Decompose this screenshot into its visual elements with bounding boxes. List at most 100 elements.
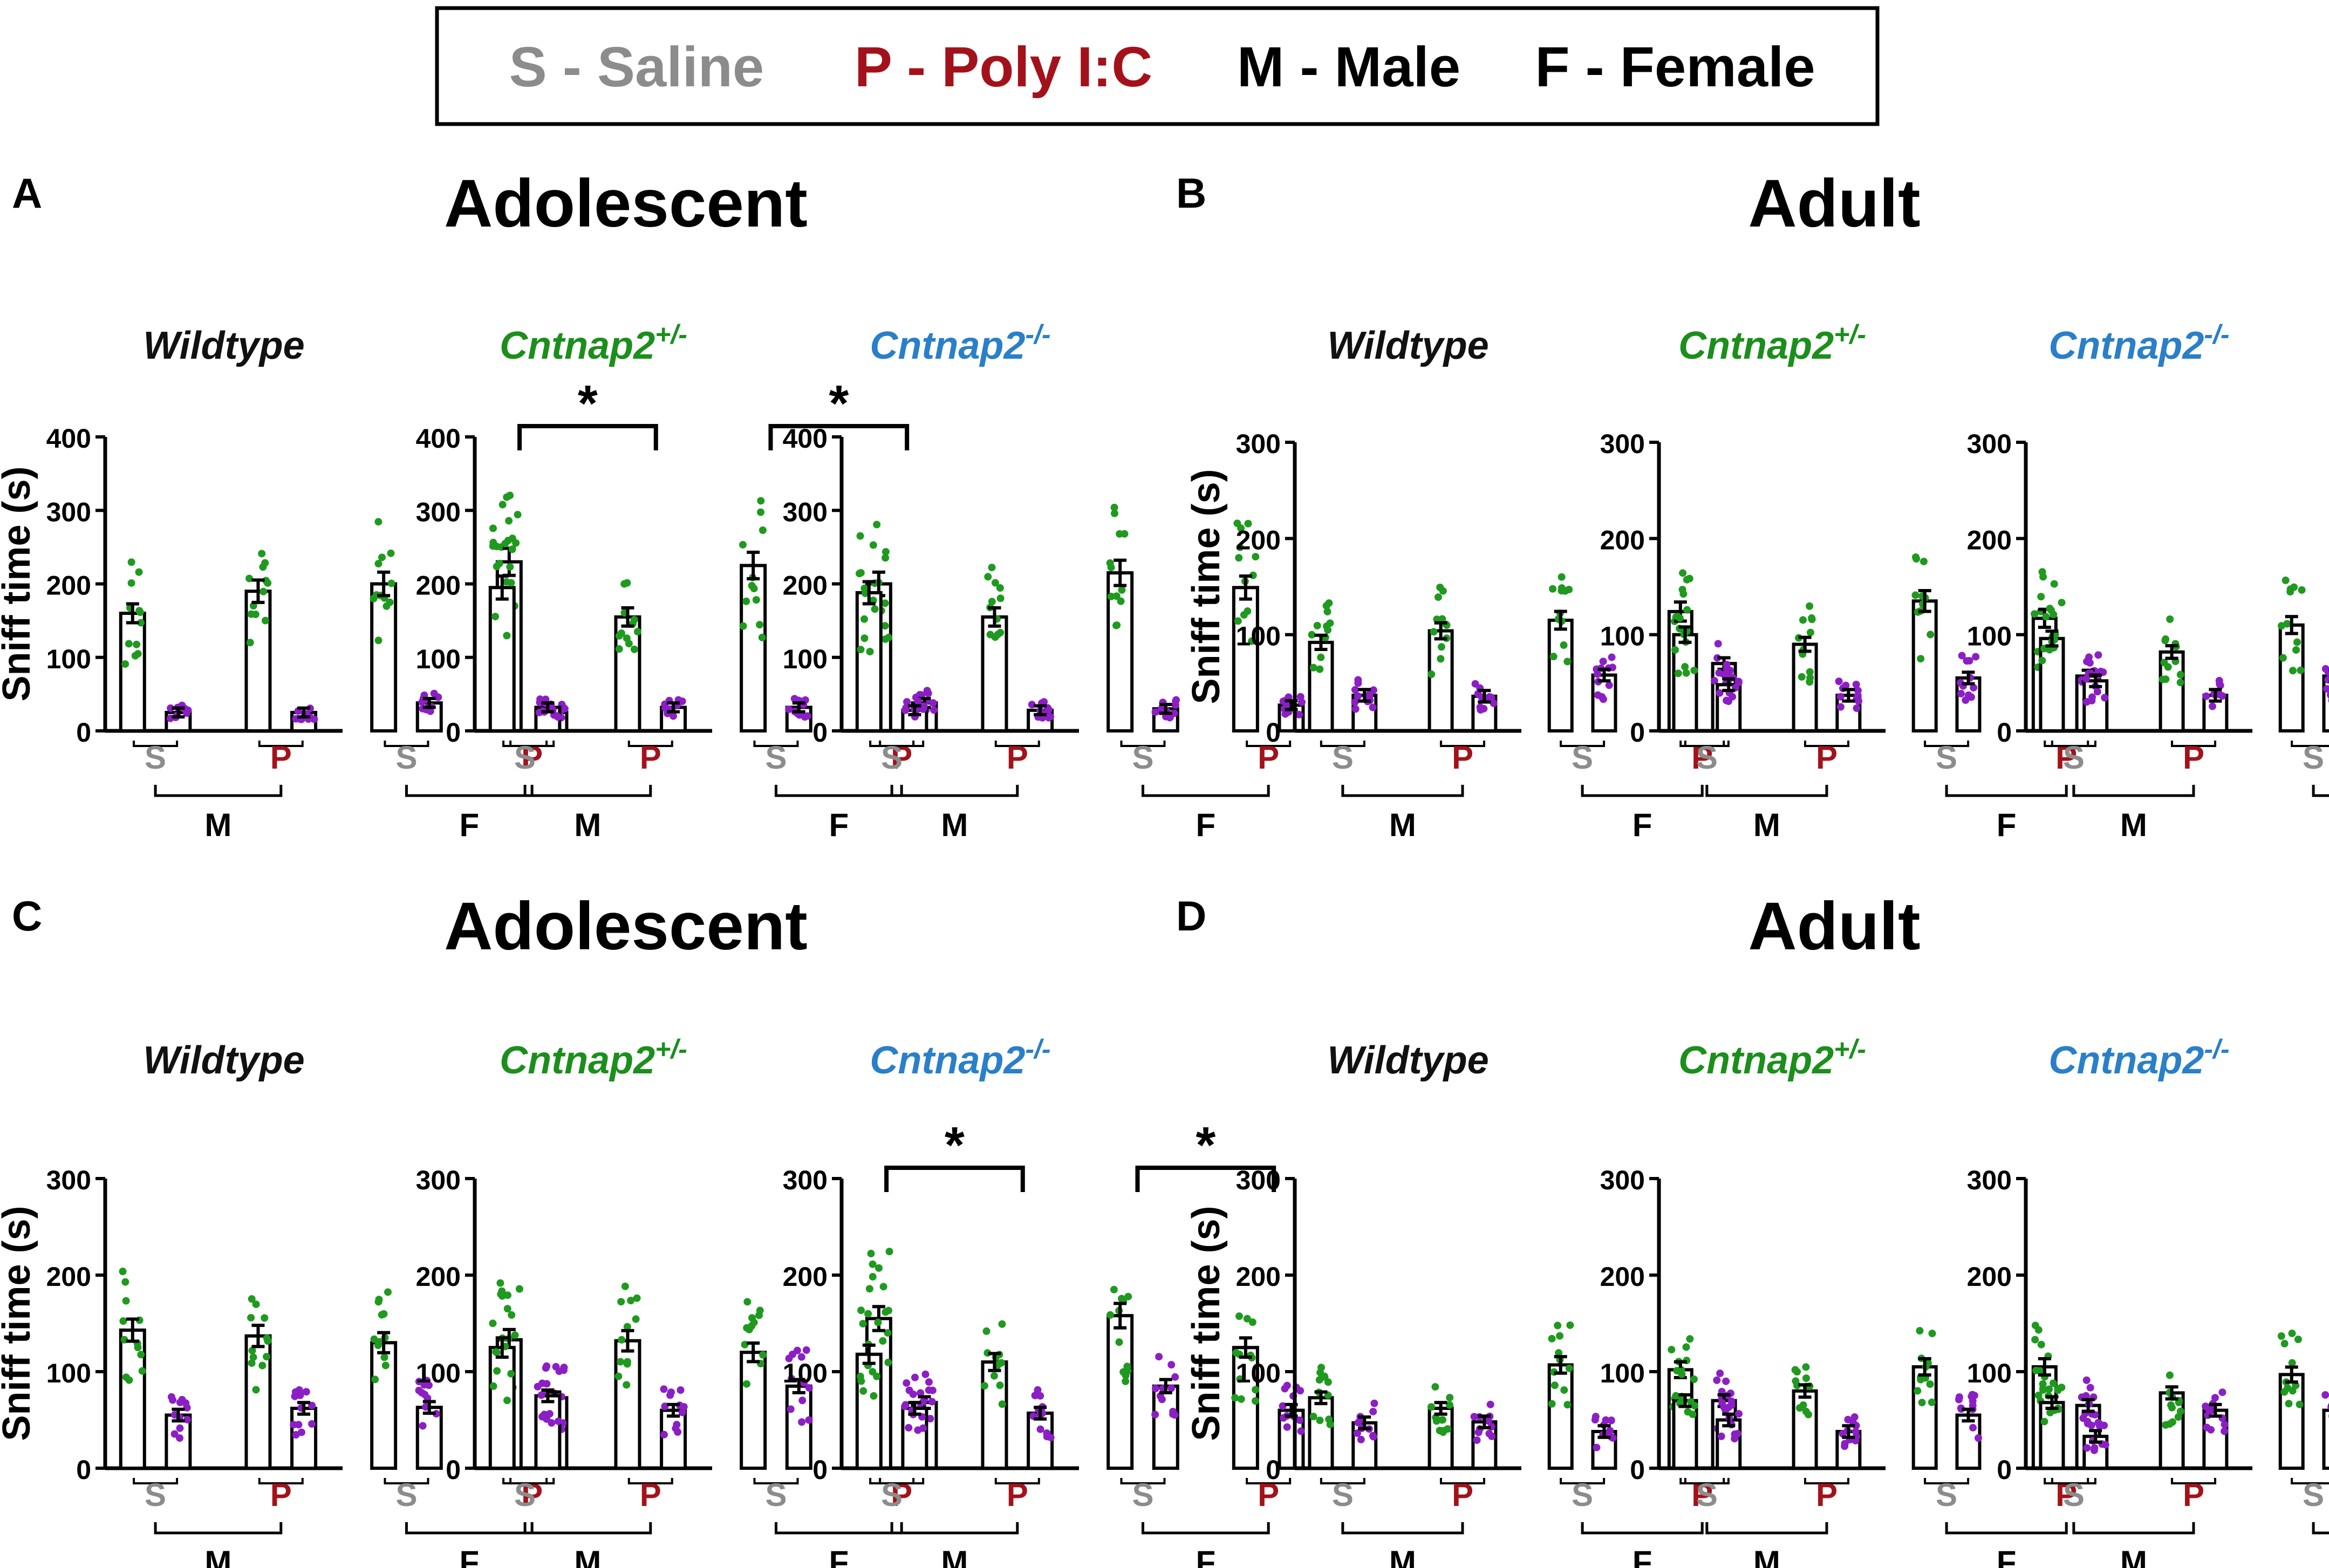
y-tick-label: 200	[1967, 1262, 2012, 1292]
group-bracket	[502, 741, 548, 747]
sex-bracket	[154, 1522, 283, 1535]
object-dot	[543, 1362, 551, 1370]
social-dot	[2038, 656, 2046, 665]
y-tick-label: 300	[46, 1165, 91, 1195]
social-dot	[138, 1367, 146, 1375]
object-dot	[1474, 1428, 1483, 1436]
saline-label: S	[514, 1477, 536, 1513]
object-dot	[1031, 1392, 1039, 1400]
social-dot	[1252, 553, 1260, 561]
saline-label: S	[765, 740, 787, 776]
social-dot	[1309, 663, 1317, 672]
group-bracket	[869, 741, 915, 747]
sex-bracket	[1141, 785, 1270, 797]
object-dot	[2202, 692, 2210, 700]
social-dot	[374, 636, 383, 645]
social-dot	[133, 640, 141, 648]
y-tick-label: 0	[1997, 717, 2012, 748]
object-dot	[2083, 658, 2091, 666]
social-dot	[1563, 658, 1572, 666]
genotype-label: Wildtype	[1327, 324, 1488, 367]
social-dot	[756, 621, 764, 629]
social-dot	[1911, 553, 1920, 561]
social-dot	[251, 610, 259, 618]
object-dot	[805, 1384, 813, 1392]
social-dot	[261, 1314, 269, 1322]
panels: A Adolescent Wildtype Sniff time (s) 0 100 200…	[0, 166, 2329, 1568]
social-dot	[1791, 1366, 1799, 1374]
social-dot	[136, 608, 144, 617]
social-dot	[752, 596, 760, 604]
social-dot	[259, 587, 268, 595]
genotype-label: Wildtype	[143, 324, 304, 367]
genotype-label: Cntnap2+/-	[1678, 1034, 1866, 1082]
y-tick-label: 200	[1236, 1262, 1281, 1292]
group-bracket	[1320, 1478, 1365, 1484]
social-dot	[994, 631, 1002, 639]
object-dot	[170, 1430, 179, 1438]
social-dot	[1676, 614, 1684, 622]
social-dot	[1252, 1397, 1260, 1405]
social-dot	[1690, 666, 1698, 674]
social-dot	[2176, 670, 2184, 679]
y-axis-label: Sniff time (s)	[0, 466, 38, 701]
saline-label: S	[1572, 740, 1593, 776]
social-dot	[1252, 1386, 1260, 1394]
social-bar	[1232, 1346, 1259, 1470]
social-dot	[1324, 626, 1332, 634]
social-dot	[996, 584, 1004, 592]
social-dot	[860, 615, 869, 623]
social-dot	[1434, 593, 1442, 601]
social-dot	[2294, 1336, 2302, 1344]
object-dot	[1351, 686, 1359, 694]
saline-label: S	[2303, 1477, 2324, 1513]
social-dot	[489, 542, 497, 550]
social-dot	[1244, 607, 1252, 615]
y-tick-label: 0	[446, 717, 461, 748]
social-dot	[869, 541, 877, 549]
saline-label: S	[1132, 740, 1153, 776]
social-bar	[370, 1341, 398, 1470]
object-dot	[785, 1354, 793, 1362]
social-dot	[1308, 631, 1316, 639]
social-dot	[1560, 1386, 1568, 1394]
y-tick-label: 200	[783, 1262, 828, 1292]
social-dot	[2050, 580, 2058, 588]
object-bar	[1152, 1384, 1179, 1470]
social-dot	[1124, 1292, 1132, 1300]
social-bar	[488, 586, 516, 732]
y-tick-label: 0	[76, 717, 91, 748]
object-dot	[2221, 1427, 2229, 1435]
social-dot	[1678, 1370, 1686, 1378]
social-dot	[869, 1368, 877, 1376]
social-dot	[1802, 1363, 1810, 1371]
social-dot	[1806, 668, 1814, 676]
y-tick-label: 100	[783, 1358, 828, 1388]
female-label: F	[459, 1544, 479, 1568]
social-dot	[383, 602, 391, 610]
social-dot	[137, 619, 145, 627]
social-dot	[1107, 592, 1115, 600]
object-dot	[169, 1396, 177, 1404]
social-dot	[1560, 641, 1568, 649]
object-dot	[2091, 1444, 2099, 1452]
object-dot	[1608, 653, 1616, 661]
polyic-label: P	[1816, 740, 1838, 776]
saline-label: S	[395, 1477, 417, 1513]
polyic-label: P	[2183, 1477, 2204, 1513]
object-dot	[1476, 703, 1484, 711]
social-dot	[2039, 1380, 2047, 1388]
object-dot	[1171, 1411, 1179, 1419]
social-dot	[1119, 1368, 1128, 1376]
object-dot	[785, 705, 793, 713]
social-dot	[378, 553, 386, 562]
panel-letter: D	[1176, 892, 1206, 940]
social-dot	[2040, 1418, 2048, 1426]
social-dot	[884, 1358, 892, 1366]
group-bracket	[1804, 741, 1849, 747]
social-dot	[1427, 1403, 1435, 1411]
social-dot	[623, 1323, 631, 1331]
saline-label: S	[1936, 1477, 1957, 1513]
social-dot	[1237, 1395, 1245, 1403]
sex-bracket	[774, 1522, 903, 1535]
